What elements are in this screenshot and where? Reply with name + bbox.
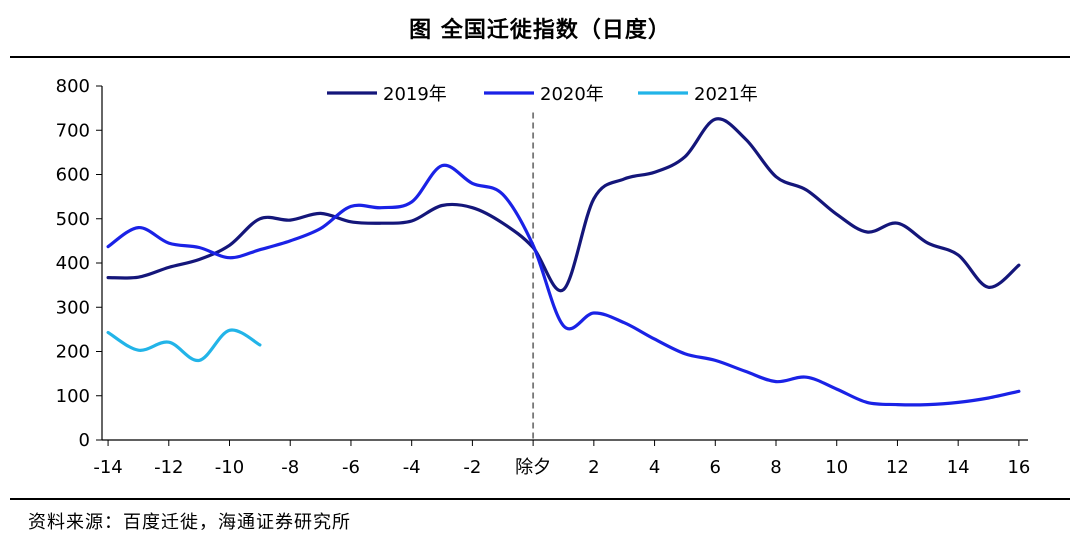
x-tick-label: 10: [825, 457, 848, 478]
chart-title: 图 全国迁徙指数（日度）: [409, 18, 671, 43]
x-tick-label: -4: [403, 457, 421, 478]
y-tick-label: 0: [79, 430, 90, 451]
x-tick-label: 2: [588, 457, 599, 478]
series-line-2019: [106, 117, 1021, 293]
title-bar: 图 全国迁徙指数（日度）: [10, 0, 1070, 58]
legend-label: 2021年: [694, 84, 758, 105]
series-line-2020: [106, 163, 1021, 407]
legend-label: 2020年: [540, 84, 604, 105]
chart-series-layer: [106, 117, 1021, 407]
x-tick-label: -6: [342, 457, 360, 478]
source-note: 资料来源：百度迁徙，海通证券研究所: [28, 512, 351, 533]
x-tick-label: 除夕: [515, 457, 551, 478]
x-tick-label: -14: [93, 457, 122, 478]
x-tick-label: -12: [154, 457, 183, 478]
y-tick-label: 800: [56, 76, 90, 97]
x-tick-label: 14: [947, 457, 970, 478]
legend-label: 2019年: [383, 84, 447, 105]
y-tick-label: 300: [56, 297, 90, 318]
y-tick-label: 500: [56, 209, 90, 230]
source-bar: 资料来源：百度迁徙，海通证券研究所: [10, 498, 1070, 534]
chart-axes: 0 100 200 300 400 500 600 700 800 -14 -12 -10 -8 -6 -4…: [56, 76, 1031, 478]
x-tick-label: -8: [281, 457, 299, 478]
x-tick-label: 4: [649, 457, 660, 478]
y-tick-label: 400: [56, 253, 90, 274]
x-tick-label: -10: [215, 457, 244, 478]
x-tick-label: 8: [770, 457, 781, 478]
x-tick-label: 6: [710, 457, 721, 478]
x-tick-label: -2: [463, 457, 481, 478]
chart-legend: 2019年 2020年 2021年: [327, 84, 758, 105]
series-line-2021: [106, 328, 262, 363]
line-chart: 0 100 200 300 400 500 600 700 800 -14 -12 -10 -8 -6 -4…: [56, 76, 1031, 478]
y-tick-label: 700: [56, 120, 90, 141]
x-tick-label: 12: [886, 457, 909, 478]
y-tick-label: 100: [56, 386, 90, 407]
y-tick-label: 600: [56, 165, 90, 186]
x-tick-label: 16: [1007, 457, 1030, 478]
y-tick-label: 200: [56, 342, 90, 363]
